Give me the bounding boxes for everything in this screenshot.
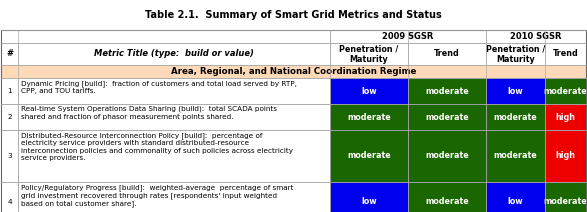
Text: moderate: moderate [494, 113, 537, 121]
Text: 2010 SGSR: 2010 SGSR [510, 32, 562, 41]
Text: moderate: moderate [425, 152, 469, 160]
Bar [18, 130, 330, 182]
Text: moderate: moderate [494, 152, 537, 160]
Text: high: high [555, 113, 575, 121]
Text: Trend: Trend [552, 49, 578, 59]
Text: Dynamic Pricing [build]:  fraction of customers and total load served by RTP,
CP: Dynamic Pricing [build]: fraction of cus… [21, 80, 297, 94]
Text: 2: 2 [7, 114, 12, 120]
Bar [408, 104, 486, 130]
Text: Trend: Trend [434, 49, 460, 59]
Bar [545, 182, 586, 212]
Text: Distributed-Resource Interconnection Policy [build]:  percentage of
electricity : Distributed-Resource Interconnection Pol… [21, 132, 293, 161]
Text: 4: 4 [7, 199, 12, 205]
Text: Real-time System Operations Data Sharing (build):  total SCADA points
shared and: Real-time System Operations Data Sharing… [21, 106, 277, 120]
Text: Area, Regional, and National Coordination Regime: Area, Regional, and National Coordinatio… [171, 67, 416, 76]
Bar [18, 78, 330, 104]
Bar [1, 65, 586, 78]
Bar [545, 130, 586, 182]
Text: Metric Title (type:  build or value): Metric Title (type: build or value) [94, 49, 254, 59]
Text: low: low [361, 86, 377, 95]
Text: 1: 1 [7, 88, 12, 94]
Text: #: # [6, 49, 13, 59]
Bar [330, 104, 408, 130]
Bar [408, 78, 486, 104]
Bar [330, 43, 408, 65]
Bar [408, 130, 486, 182]
Bar [486, 104, 545, 130]
Bar [1, 130, 18, 182]
Bar [486, 182, 545, 212]
Text: 3: 3 [7, 153, 12, 159]
Bar [18, 43, 330, 65]
Text: moderate: moderate [544, 86, 587, 95]
Text: low: low [361, 198, 377, 206]
Text: Penetration /
Maturity: Penetration / Maturity [339, 44, 399, 64]
Text: moderate: moderate [347, 152, 391, 160]
Bar [1, 182, 18, 212]
Text: Policy/Regulatory Progress [build]:  weighted-average  percentage of smart
grid : Policy/Regulatory Progress [build]: weig… [21, 184, 294, 207]
Bar [408, 182, 486, 212]
Bar [1, 104, 18, 130]
Text: moderate: moderate [347, 113, 391, 121]
Text: low: low [508, 86, 524, 95]
Bar [545, 104, 586, 130]
Text: 2009 SGSR: 2009 SGSR [382, 32, 434, 41]
Text: Table 2.1.  Summary of Smart Grid Metrics and Status: Table 2.1. Summary of Smart Grid Metrics… [145, 10, 442, 20]
Bar [1, 30, 330, 43]
Bar [330, 30, 486, 43]
Bar [330, 182, 408, 212]
Bar [486, 30, 586, 43]
Text: moderate: moderate [425, 198, 469, 206]
Text: low: low [508, 198, 524, 206]
Bar [330, 130, 408, 182]
Text: Penetration /
Maturity: Penetration / Maturity [486, 44, 545, 64]
Bar [408, 43, 486, 65]
Bar [1, 78, 18, 104]
Text: moderate: moderate [425, 86, 469, 95]
Bar [486, 78, 545, 104]
Bar [1, 43, 18, 65]
Bar [545, 78, 586, 104]
Bar [486, 43, 545, 65]
Text: high: high [555, 152, 575, 160]
Bar [486, 130, 545, 182]
Bar [545, 43, 586, 65]
Bar [18, 104, 330, 130]
Text: moderate: moderate [425, 113, 469, 121]
Bar [330, 78, 408, 104]
Bar [18, 182, 330, 212]
Text: moderate: moderate [544, 198, 587, 206]
